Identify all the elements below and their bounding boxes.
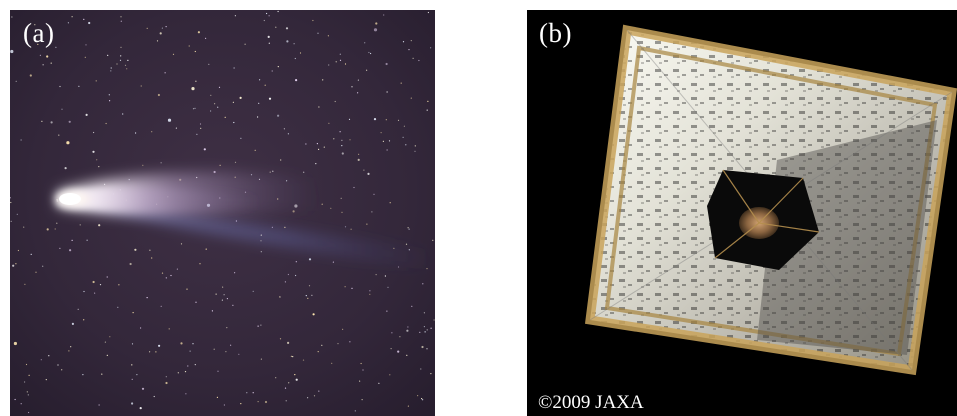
comet-photo-panel: (a) xyxy=(10,10,435,416)
black-corner-patch xyxy=(827,382,957,416)
panel-label-b: (b) xyxy=(539,18,572,48)
comet-photo xyxy=(10,10,435,416)
solar-sail-photo xyxy=(527,10,957,416)
panel-label-a: (a) xyxy=(23,18,55,48)
solar-sail-photo-panel: (b) ©2009 JAXA xyxy=(527,10,957,416)
image-credit: ©2009 JAXA xyxy=(538,392,644,413)
